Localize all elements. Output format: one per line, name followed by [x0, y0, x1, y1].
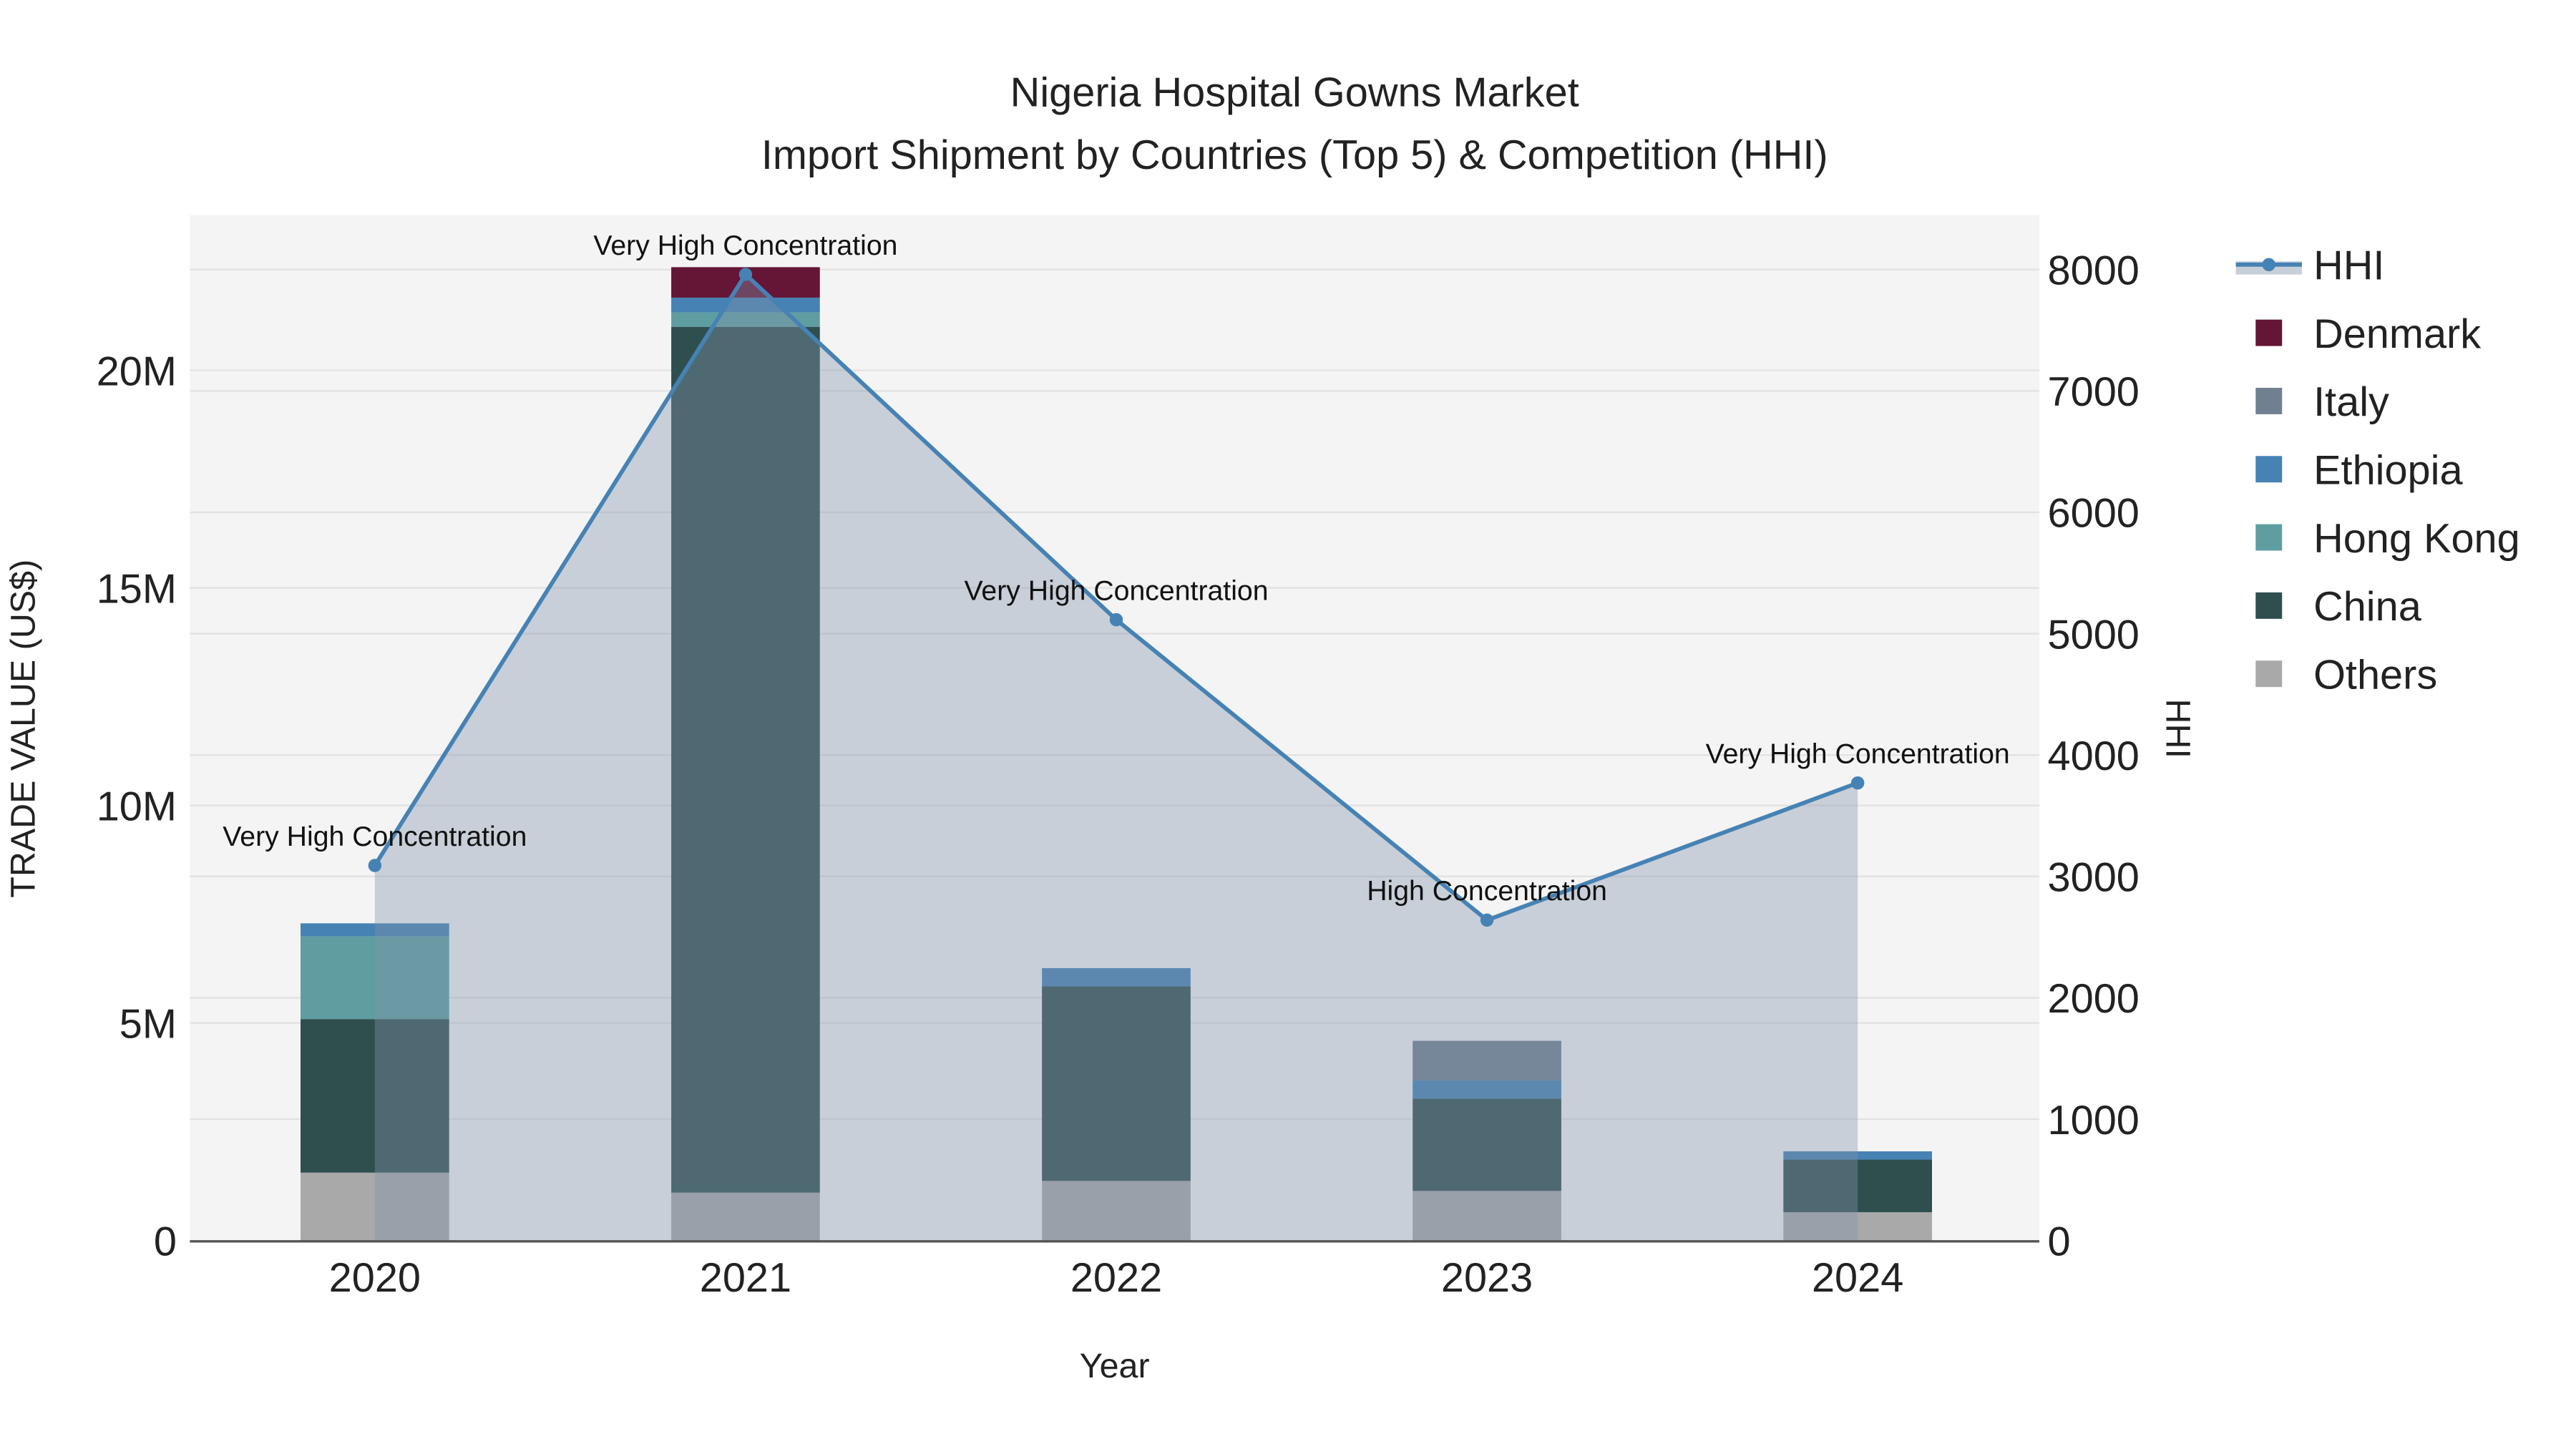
x-tick-label: 2022: [1070, 1255, 1162, 1301]
y2-tick-label: 3000: [2048, 855, 2140, 901]
y2-tick-label: 7000: [2048, 369, 2140, 415]
bar-ethiopia-2023: [1413, 1080, 1561, 1099]
hhi-point-2022: [1109, 613, 1123, 627]
legend-swatch-ethiopia: [2255, 456, 2283, 483]
legend-swatch-italy: [2255, 387, 2283, 414]
hhi-point-2020: [368, 859, 382, 872]
y2-tick-label: 4000: [2048, 733, 2140, 779]
legend-label: Ethiopia: [2313, 448, 2463, 494]
x-tick-label: 2020: [329, 1255, 421, 1301]
chart-title: Nigeria Hospital Gowns Market: [1010, 69, 1579, 115]
bar-others-2021: [671, 1192, 820, 1241]
bar-others-2023: [1413, 1191, 1561, 1241]
bar-hong-kong-2021: [671, 312, 820, 327]
x-tick-label: 2024: [1812, 1255, 1903, 1301]
hhi-annotation: Very High Concentration: [1706, 738, 2010, 770]
legend-swatch-hong-kong: [2255, 524, 2283, 551]
legend-label: Others: [2313, 652, 2437, 698]
y2-tick-label: 6000: [2048, 491, 2140, 537]
legend-label: Denmark: [2313, 311, 2481, 357]
y2-tick-label: 0: [2048, 1219, 2071, 1264]
bar-others-2020: [301, 1172, 449, 1241]
x-tick-label: 2021: [700, 1255, 791, 1301]
bar-ethiopia-2022: [1042, 967, 1191, 987]
hhi-annotation: Very High Concentration: [593, 230, 897, 261]
hhi-point-2021: [738, 268, 753, 281]
y2-tick-label: 2000: [2048, 976, 2140, 1022]
legend-label: Hong Kong: [2313, 516, 2520, 562]
y2-tick-label: 8000: [2048, 248, 2140, 294]
bar-hong-kong-2020: [301, 936, 449, 1020]
bar-china-2021: [671, 326, 820, 1193]
hhi-area: [374, 274, 1858, 1241]
y-tick-label: 20M: [97, 348, 177, 394]
chart-subtitle: Import Shipment by Countries (Top 5) & C…: [761, 132, 1828, 178]
legend-label: Italy: [2313, 379, 2389, 425]
bar-ethiopia-2024: [1783, 1151, 1932, 1160]
x-axis-title: Year: [1080, 1347, 1150, 1385]
bar-ethiopia-2020: [301, 923, 449, 937]
bar-china-2024: [1783, 1159, 1932, 1213]
bar-china-2020: [301, 1019, 449, 1173]
y-axis-title: TRADE VALUE (US$): [4, 560, 42, 898]
hhi-annotation: Very High Concentration: [964, 575, 1268, 606]
y-tick-label: 15M: [97, 566, 177, 612]
hhi-point-2023: [1480, 913, 1494, 927]
bar-others-2024: [1783, 1212, 1932, 1241]
legend-swatch-denmark: [2255, 319, 2283, 346]
y-tick-label: 10M: [97, 784, 177, 829]
y-tick-label: 0: [154, 1219, 177, 1264]
legend-hhi-marker: [2262, 258, 2275, 272]
bar-china-2023: [1413, 1098, 1561, 1191]
legend-label: China: [2313, 584, 2422, 630]
hhi-annotation: High Concentration: [1367, 875, 1607, 907]
x-tick-label: 2023: [1441, 1255, 1533, 1301]
bar-italy-2023: [1413, 1040, 1561, 1080]
legend-swatch-china: [2255, 592, 2283, 619]
hhi-point-2024: [1850, 776, 1865, 790]
y2-tick-label: 5000: [2048, 612, 2140, 658]
hhi-annotation: Very High Concentration: [223, 821, 527, 852]
y2-axis-title: HHI: [2159, 699, 2197, 758]
legend-swatch-others: [2255, 660, 2283, 688]
legend-label: HHI: [2313, 243, 2384, 289]
y2-tick-label: 1000: [2048, 1098, 2140, 1143]
y-tick-label: 5M: [119, 1001, 177, 1047]
bar-others-2022: [1042, 1181, 1191, 1241]
bar-china-2022: [1042, 986, 1191, 1181]
